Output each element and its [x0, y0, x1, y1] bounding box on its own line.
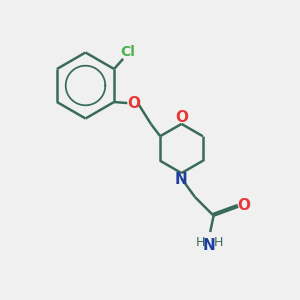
Text: O: O [176, 110, 189, 125]
Text: N: N [203, 238, 215, 253]
Text: N: N [175, 172, 188, 187]
Text: Cl: Cl [120, 46, 135, 59]
Text: O: O [128, 96, 141, 111]
Text: H: H [196, 236, 206, 249]
Text: O: O [237, 198, 250, 213]
Text: H: H [213, 236, 223, 249]
